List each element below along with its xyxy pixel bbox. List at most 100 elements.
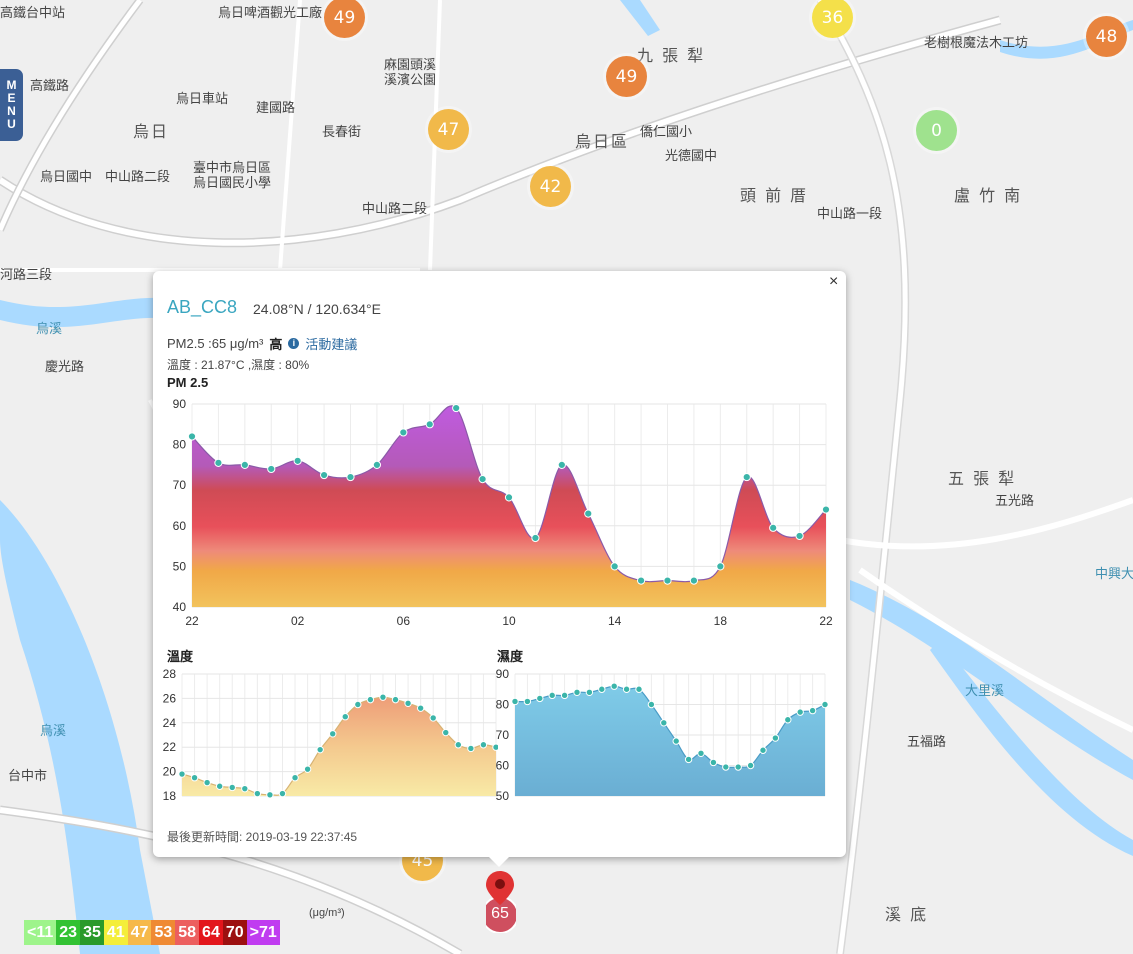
data-point: [610, 562, 619, 571]
pm-chart-title: PM 2.5: [167, 375, 209, 390]
map-place-label: 烏溪: [40, 724, 67, 739]
map-place-label: 高鐵台中站: [0, 6, 66, 21]
x-tick-label: 02: [291, 614, 305, 628]
legend-unit: (μg/m³): [309, 907, 345, 919]
series-area: [515, 686, 825, 796]
pm-summary: PM2.5 :65 μg/m³ 高 i 活動建議: [167, 334, 357, 353]
map-place-label: 九 張 犁: [637, 46, 706, 65]
pm-value: PM2.5 :65 μg/m³: [167, 336, 264, 351]
data-point: [769, 523, 778, 532]
data-point: [346, 472, 355, 482]
map-place-label: 光德國中: [665, 149, 718, 164]
data-point: [610, 682, 618, 690]
data-point: [734, 763, 742, 771]
map-place-label: 高鐵路: [30, 79, 70, 94]
station-name: AB_CC8: [167, 297, 238, 317]
legend-item: 64: [199, 920, 223, 945]
data-point: [354, 700, 362, 709]
data-point: [821, 505, 831, 514]
y-tick-label: 40: [173, 600, 187, 614]
map-place-label: 中山路二段: [362, 202, 428, 217]
station-cluster[interactable]: 48: [1086, 16, 1127, 57]
station-cluster[interactable]: 49: [324, 0, 365, 38]
data-point: [404, 699, 412, 707]
y-tick-label: 80: [173, 438, 187, 452]
data-point: [536, 694, 544, 703]
map-place-label: 五 張 犁: [948, 469, 1017, 488]
station-cluster[interactable]: 47: [428, 109, 469, 150]
menu-letter: E: [7, 91, 16, 105]
y-tick-label: 70: [496, 728, 510, 742]
menu-letter: U: [7, 117, 16, 131]
legend-item: 23: [56, 920, 81, 945]
pm25-chart[interactable]: 40 50 60 70 80 90 22 02 06 10 14 18 22: [163, 391, 835, 631]
data-point: [511, 697, 519, 706]
temp-chart-title: 溫度: [167, 649, 194, 664]
data-point: [467, 744, 475, 753]
y-tick-label: 70: [173, 478, 187, 492]
x-tick-label: 22: [185, 614, 199, 628]
last-updated: 最後更新時間: 2019-03-19 22:37:45: [167, 830, 358, 844]
legend-item: 41: [103, 920, 128, 945]
map-place-label: 大里溪: [965, 684, 1005, 699]
map-place-label: 麻園頭溪: [384, 58, 437, 73]
data-point: [266, 791, 274, 799]
map-pin-icon: [481, 871, 519, 934]
y-tick-label: 90: [173, 397, 187, 411]
data-point: [709, 758, 718, 767]
map-place-label: 長春街: [322, 125, 362, 140]
map-place-label: 建國路: [256, 101, 296, 116]
data-point: [479, 741, 488, 749]
series-area: [182, 697, 496, 796]
y-tick-label: 80: [496, 698, 510, 712]
station-cluster[interactable]: 42: [530, 166, 571, 207]
activity-advice-link[interactable]: 活動建議: [305, 337, 358, 352]
station-cluster[interactable]: 36: [812, 0, 853, 38]
data-point: [214, 458, 223, 467]
y-tick-label: 24: [163, 716, 176, 730]
temperature-chart[interactable]: 18 20 22 24 26 28: [163, 664, 498, 804]
data-point: [372, 460, 382, 470]
map-place-label: 烏日國民小學: [193, 176, 272, 191]
data-point: [329, 730, 337, 738]
selected-station-marker[interactable]: 65: [481, 871, 519, 938]
map-place-label: 中山路一段: [817, 207, 883, 222]
data-point: [808, 706, 817, 715]
data-point: [746, 761, 755, 770]
data-point: [319, 470, 329, 480]
data-point: [425, 420, 434, 429]
humidity-chart-title: 濕度: [497, 649, 524, 664]
data-point: [548, 691, 556, 700]
data-point: [531, 533, 540, 543]
close-icon[interactable]: ×: [829, 273, 839, 290]
data-point: [697, 749, 705, 758]
station-cluster[interactable]: 0: [916, 110, 957, 151]
data-point: [523, 697, 532, 706]
map-place-label: 中山路二段: [105, 170, 171, 185]
station-cluster[interactable]: 49: [606, 56, 647, 97]
data-point: [660, 719, 668, 727]
y-tick-label: 18: [163, 789, 176, 803]
y-tick-label: 90: [496, 667, 510, 681]
data-point: [379, 693, 387, 701]
data-point: [722, 763, 730, 771]
data-point: [716, 562, 725, 571]
info-icon[interactable]: i: [288, 338, 300, 349]
legend-item: 58: [175, 920, 200, 945]
y-tick-label: 50: [173, 559, 187, 573]
map-place-label: 台中市: [8, 769, 48, 784]
data-point: [584, 509, 593, 518]
data-point: [178, 770, 186, 778]
data-point: [796, 708, 804, 716]
map-place-label: 溪 底: [885, 905, 929, 924]
data-point: [742, 472, 751, 482]
y-tick-label: 20: [163, 765, 176, 779]
data-point: [557, 460, 566, 470]
data-point: [454, 741, 463, 749]
legend-item: >71: [246, 920, 280, 945]
data-point: [429, 714, 437, 722]
data-point: [253, 789, 262, 798]
data-point: [240, 460, 249, 470]
humidity-chart[interactable]: 50 60 70 80 90: [493, 664, 833, 804]
